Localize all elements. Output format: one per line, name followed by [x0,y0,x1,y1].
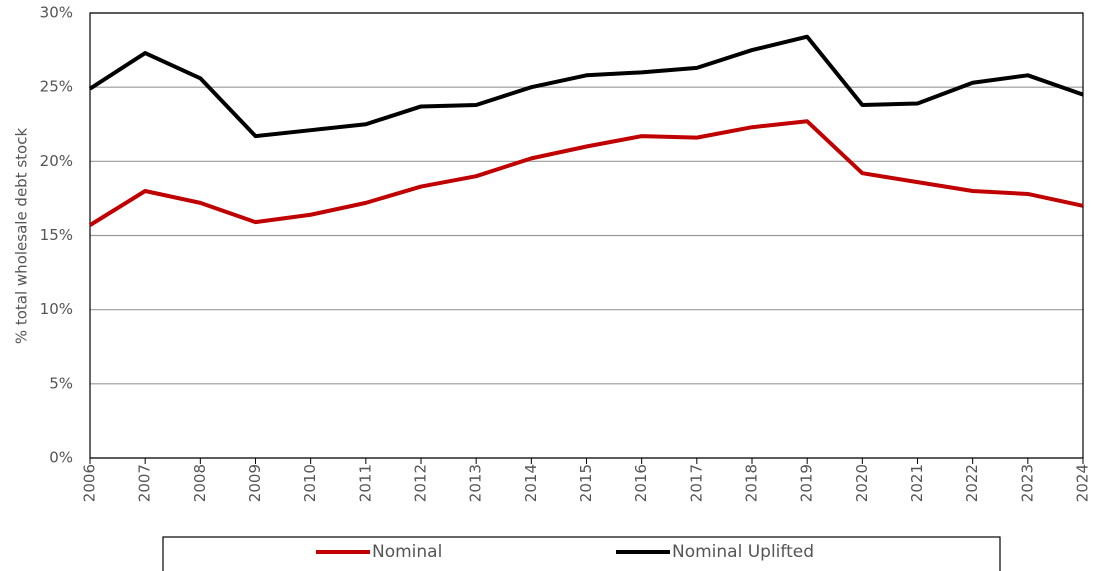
x-tick-label: 2018 [743,464,761,502]
series-line [88,119,1084,227]
x-tick-label: 2020 [853,464,871,502]
y-tick-label: 20% [40,152,73,170]
x-tick-label: 2016 [632,464,650,502]
y-tick-label: 0% [49,449,73,467]
x-tick-label: 2008 [191,464,209,502]
y-axis-title: % total wholesale debt stock [13,128,31,345]
y-tick-label: 5% [49,374,73,392]
legend-label: Nominal Uplifted [672,542,814,562]
y-tick-label: 30% [40,4,73,22]
x-tick-label: 2022 [963,464,981,502]
y-tick-label: 15% [40,226,73,244]
x-tick-label: 2023 [1018,464,1036,502]
x-tick-label: 2011 [356,464,374,502]
x-tick-label: 2024 [1074,464,1092,502]
x-tick-label: 2015 [577,464,595,502]
x-tick-label: 2006 [81,464,99,502]
series-line [88,34,1084,139]
x-tick-label: 2009 [246,464,264,502]
x-tick-label: 2013 [467,464,485,502]
legend-box [162,536,1001,571]
y-tick-label: 10% [40,300,73,318]
x-tick-label: 2014 [522,464,540,502]
legend-label: Nominal [372,542,442,562]
x-tick-label: 2007 [136,464,154,502]
x-tick-label: 2012 [412,464,430,502]
x-tick-label: 2019 [798,464,816,502]
x-tick-label: 2010 [301,464,319,502]
y-tick-label: 25% [40,78,73,96]
x-tick-label: 2021 [908,464,926,502]
x-tick-label: 2017 [687,464,705,502]
